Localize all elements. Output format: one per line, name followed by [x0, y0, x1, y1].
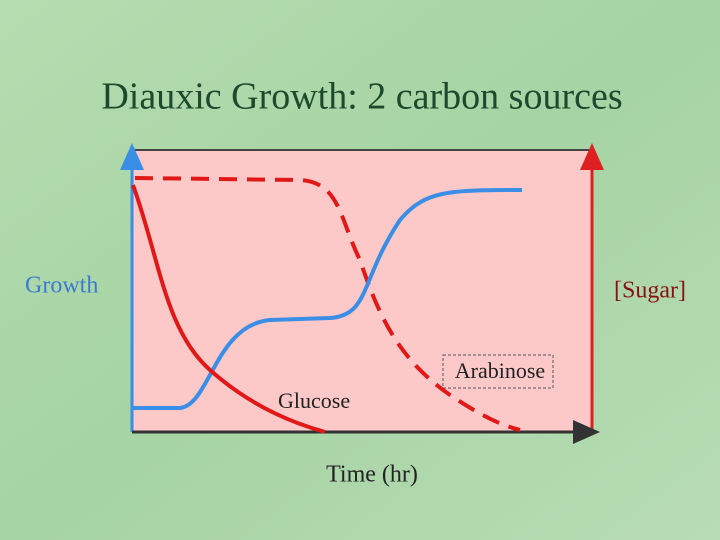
x-axis-label: Time (hr)	[326, 462, 418, 488]
right-axis-label: [Sugar]	[614, 278, 686, 304]
glucose-label: Glucose	[278, 388, 350, 413]
glucose-curve	[131, 184, 326, 434]
arabinose-label: Arabinose	[455, 358, 545, 383]
left-axis-label: Growth	[25, 273, 98, 299]
arabinose-curve	[134, 176, 521, 432]
plot-area	[132, 150, 592, 432]
title: Diauxic Growth: 2 carbon sources	[101, 76, 622, 118]
arabinose-box	[442, 354, 554, 389]
